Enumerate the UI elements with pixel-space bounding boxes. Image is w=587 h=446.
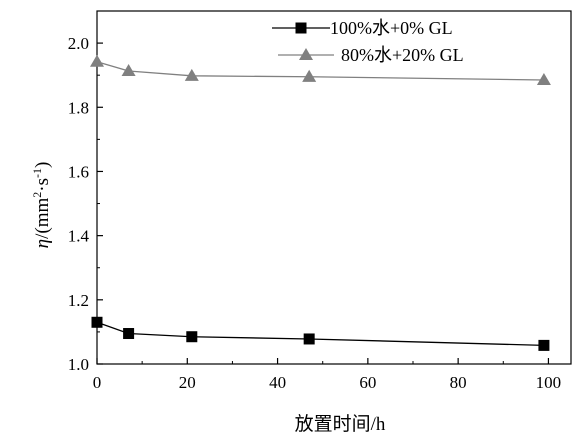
data-point-series-2 (302, 69, 317, 82)
data-point-series-2 (184, 68, 199, 81)
data-point-series-1 (186, 331, 198, 343)
x-tick-label: 40 (269, 373, 286, 392)
legend-marker-2 (299, 48, 313, 61)
data-point-series-1 (91, 316, 103, 328)
y-tick-label: 1.0 (68, 355, 89, 374)
y-tick-label: 1.8 (68, 98, 89, 117)
x-tick-label: 100 (536, 373, 562, 392)
legend-label-1: 100%水+0% GL (330, 18, 453, 38)
data-point-series-1 (123, 328, 135, 340)
legend-label-2: 80%水+20% GL (341, 45, 464, 65)
y-tick-label: 1.6 (68, 162, 89, 181)
y-tick-label: 1.2 (68, 291, 89, 310)
y-axis-title-sup-minus1: -1 (30, 168, 44, 178)
y-axis-title-sup2: 2 (30, 192, 44, 198)
y-tick-label: 2.0 (68, 34, 89, 53)
data-point-series-2 (536, 72, 551, 86)
x-tick-label: 60 (359, 373, 376, 392)
x-tick-label: 80 (450, 373, 467, 392)
x-tick-label: 0 (93, 373, 102, 392)
y-axis-title-symbol: η (32, 239, 53, 248)
legend-marker-1 (295, 22, 307, 34)
y-axis-title-unit-open: /(mm (32, 198, 53, 239)
y-axis-title: η/(mm2·s-1) (30, 162, 53, 249)
data-point-series-1 (538, 339, 550, 351)
x-axis-title: 放置时间/h (295, 413, 386, 435)
y-axis-title-unit-close: ) (32, 162, 53, 168)
series-line-1 (96, 321, 544, 347)
y-axis-title-unit-dot: ·s (32, 178, 53, 192)
data-point-series-2 (90, 54, 104, 67)
x-tick-label: 20 (179, 373, 196, 392)
series-line-2 (96, 61, 544, 81)
data-point-series-2 (121, 64, 136, 77)
y-tick-label: 1.4 (68, 227, 90, 246)
plot-frame (96, 10, 572, 365)
data-point-series-1 (303, 333, 315, 345)
